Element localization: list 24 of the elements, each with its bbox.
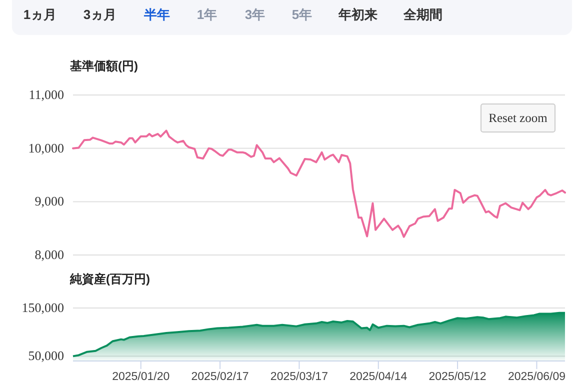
- text: 全期間: [402, 7, 442, 22]
- y-tick-label: 150,000: [22, 300, 64, 315]
- y-axis-title: 純資産(百万円): [69, 272, 150, 286]
- x-tick-label: 2025/05/12: [428, 371, 486, 383]
- text: 3ヵ月: [83, 7, 117, 22]
- x-tick-label: 2025/06/09: [508, 371, 566, 383]
- y-tick-label: 8,000: [34, 247, 64, 262]
- y-axis-title: 基準価額(円): [69, 59, 138, 73]
- text: 1年: [196, 7, 218, 22]
- y-tick-label: 50,000: [28, 348, 64, 364]
- x-tick-label: 2025/03/17: [270, 371, 328, 383]
- x-tick-label: 2025/04/14: [350, 371, 408, 383]
- y-tick-label: 10,000: [28, 140, 64, 156]
- text: 年初来: [338, 7, 378, 22]
- text: 3年: [244, 7, 266, 22]
- annotation: Reset zoom: [488, 111, 548, 125]
- x-tick-label: 2025/02/17: [191, 371, 249, 383]
- y-tick-label: 11,000: [28, 87, 64, 102]
- text: 半年: [143, 7, 170, 22]
- x-tick-label: 2025/01/20: [112, 371, 170, 383]
- text: 1ヵ月: [23, 7, 57, 22]
- text: 5年: [292, 7, 312, 22]
- y-tick-label: 9,000: [34, 194, 64, 209]
- line-series: [72, 130, 566, 238]
